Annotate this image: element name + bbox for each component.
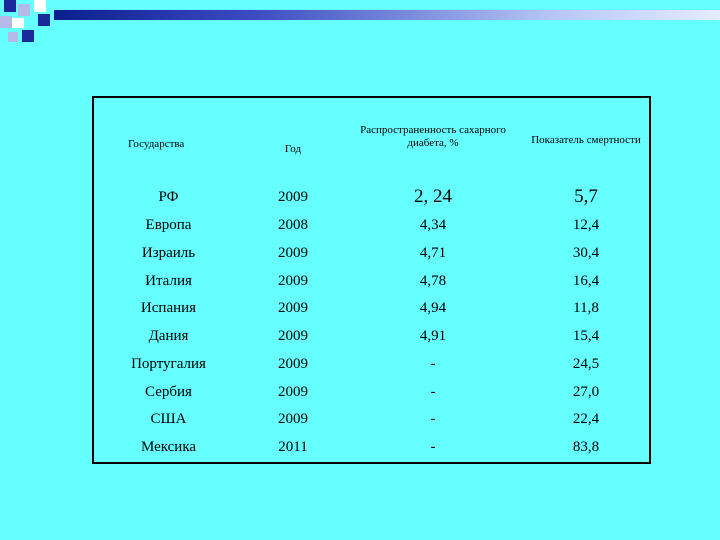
cell-prevalence: 4,71 — [419, 245, 447, 262]
cell-country: США — [150, 411, 187, 428]
cell-mortality: 27,0 — [572, 383, 600, 400]
cell-mortality: 12,4 — [572, 217, 600, 234]
decorative-gradient-bar — [54, 10, 720, 20]
cell-country: Сербия — [145, 383, 192, 400]
cell-country: Европа — [145, 217, 192, 234]
diabetes-statistics-table: Государства Год Распространенность сахар… — [92, 96, 651, 464]
cell-year: 2009 — [278, 328, 308, 345]
cell-country: Италия — [145, 272, 192, 289]
cell-prevalence: - — [430, 355, 436, 372]
table-row: Италия 2009 4,78 16,4 — [93, 267, 650, 295]
cell-year: 2011 — [278, 439, 308, 456]
cell-prevalence: 4,78 — [419, 272, 447, 289]
table-row: РФ 2009 2, 24 5,7 — [93, 182, 650, 212]
cell-mortality: 22,4 — [572, 411, 600, 428]
table-row: Европа 2008 4,34 12,4 — [93, 212, 650, 240]
cell-prevalence: 4,91 — [419, 328, 447, 345]
cell-year: 2009 — [278, 411, 308, 428]
table-row: Израиль 2009 4,71 30,4 — [93, 240, 650, 268]
table-row: США 2009 - 22,4 — [93, 406, 650, 434]
cell-year: 2009 — [278, 355, 308, 372]
cell-year: 2009 — [278, 188, 308, 205]
decorative-square — [34, 0, 46, 12]
header-mortality: Показатель смертности — [531, 133, 641, 146]
header-year: Год — [284, 142, 302, 155]
table-row: Португалия 2009 - 24,5 — [93, 351, 650, 379]
cell-year: 2008 — [278, 217, 308, 234]
slide-decoration — [0, 0, 720, 50]
header-country: Государства — [128, 137, 185, 150]
decorative-square — [0, 16, 12, 28]
cell-prevalence: - — [430, 439, 436, 456]
cell-mortality: 5,7 — [574, 186, 598, 207]
cell-year: 2009 — [278, 383, 308, 400]
cell-prevalence: 4,34 — [419, 217, 447, 234]
decorative-square — [4, 0, 16, 12]
cell-country: Израиль — [141, 245, 196, 262]
cell-mortality: 16,4 — [572, 272, 600, 289]
cell-mortality: 11,8 — [573, 300, 599, 317]
cell-mortality: 83,8 — [572, 439, 600, 456]
decorative-square — [12, 18, 24, 28]
header-prevalence: Распространенность сахарного диабета, % — [360, 124, 506, 149]
cell-prevalence: 4,94 — [419, 300, 447, 317]
cell-mortality: 15,4 — [572, 328, 600, 345]
cell-country: Мексика — [140, 439, 197, 456]
table-row: Дания 2009 4,91 15,4 — [93, 323, 650, 351]
cell-mortality: 24,5 — [572, 355, 600, 372]
cell-year: 2009 — [278, 272, 308, 289]
decorative-square — [38, 14, 50, 26]
cell-prevalence: 2, 24 — [414, 186, 452, 207]
cell-country: РФ — [158, 188, 179, 205]
cell-country: Португалия — [131, 355, 206, 372]
table-row: Мексика 2011 - 83,8 — [93, 434, 650, 463]
decorative-square — [22, 30, 34, 42]
cell-country: Дания — [148, 328, 189, 345]
cell-mortality: 30,4 — [572, 245, 600, 262]
cell-prevalence: - — [430, 411, 436, 428]
cell-country: Испания — [140, 300, 197, 317]
cell-year: 2009 — [278, 245, 308, 262]
decorative-square — [18, 4, 30, 16]
cell-year: 2009 — [278, 300, 308, 317]
decorative-square — [8, 32, 18, 42]
table-row: Сербия 2009 - 27,0 — [93, 378, 650, 406]
table-row: Испания 2009 4,94 11,8 — [93, 295, 650, 323]
table-header-row: Государства Год Распространенность сахар… — [93, 97, 650, 182]
cell-prevalence: - — [430, 383, 436, 400]
